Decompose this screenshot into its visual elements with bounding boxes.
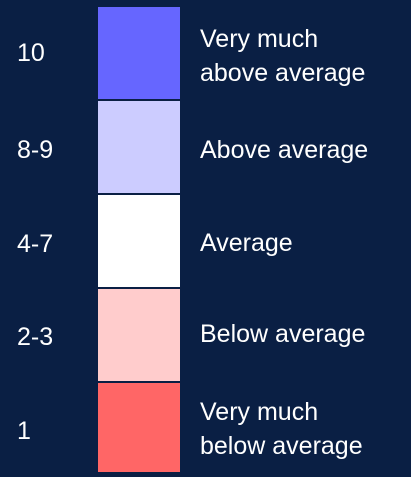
legend-description: Below average — [200, 317, 405, 351]
legend-swatch-above-average — [97, 100, 181, 194]
legend-description: Above average — [200, 133, 405, 167]
legend-score-label: 2-3 — [17, 323, 54, 351]
legend-row-average: 4-7 Average — [0, 194, 411, 288]
legend-description: Average — [200, 226, 405, 260]
legend-score-label: 8-9 — [17, 136, 54, 164]
legend-row-very-much-below-average: 1 Very much below average — [0, 382, 411, 477]
legend-row-above-average: 8-9 Above average — [0, 100, 411, 194]
legend-row-below-average: 2-3 Below average — [0, 288, 411, 382]
legend-swatch-very-much-below-average — [97, 382, 181, 473]
legend-description-line2: above average — [200, 59, 366, 87]
legend-description: Very much above average — [200, 22, 405, 90]
legend-swatch-very-much-above-average — [97, 6, 181, 100]
legend-score-label: 4-7 — [17, 230, 54, 258]
legend-score-label: 10 — [17, 39, 45, 67]
legend-swatch-below-average — [97, 288, 181, 382]
legend-description-line2: below average — [200, 432, 363, 460]
legend-description-line1: Very much — [200, 25, 319, 53]
legend-score-label: 1 — [17, 417, 31, 445]
legend-description-line1: Average — [200, 229, 293, 257]
legend-description-line1: Very much — [200, 398, 319, 426]
legend-swatch-average — [97, 194, 181, 288]
legend-row-very-much-above-average: 10 Very much above average — [0, 0, 411, 100]
legend-description-line1: Below average — [200, 320, 366, 348]
legend-description-line1: Above average — [200, 136, 369, 164]
legend-description: Very much below average — [200, 395, 405, 463]
